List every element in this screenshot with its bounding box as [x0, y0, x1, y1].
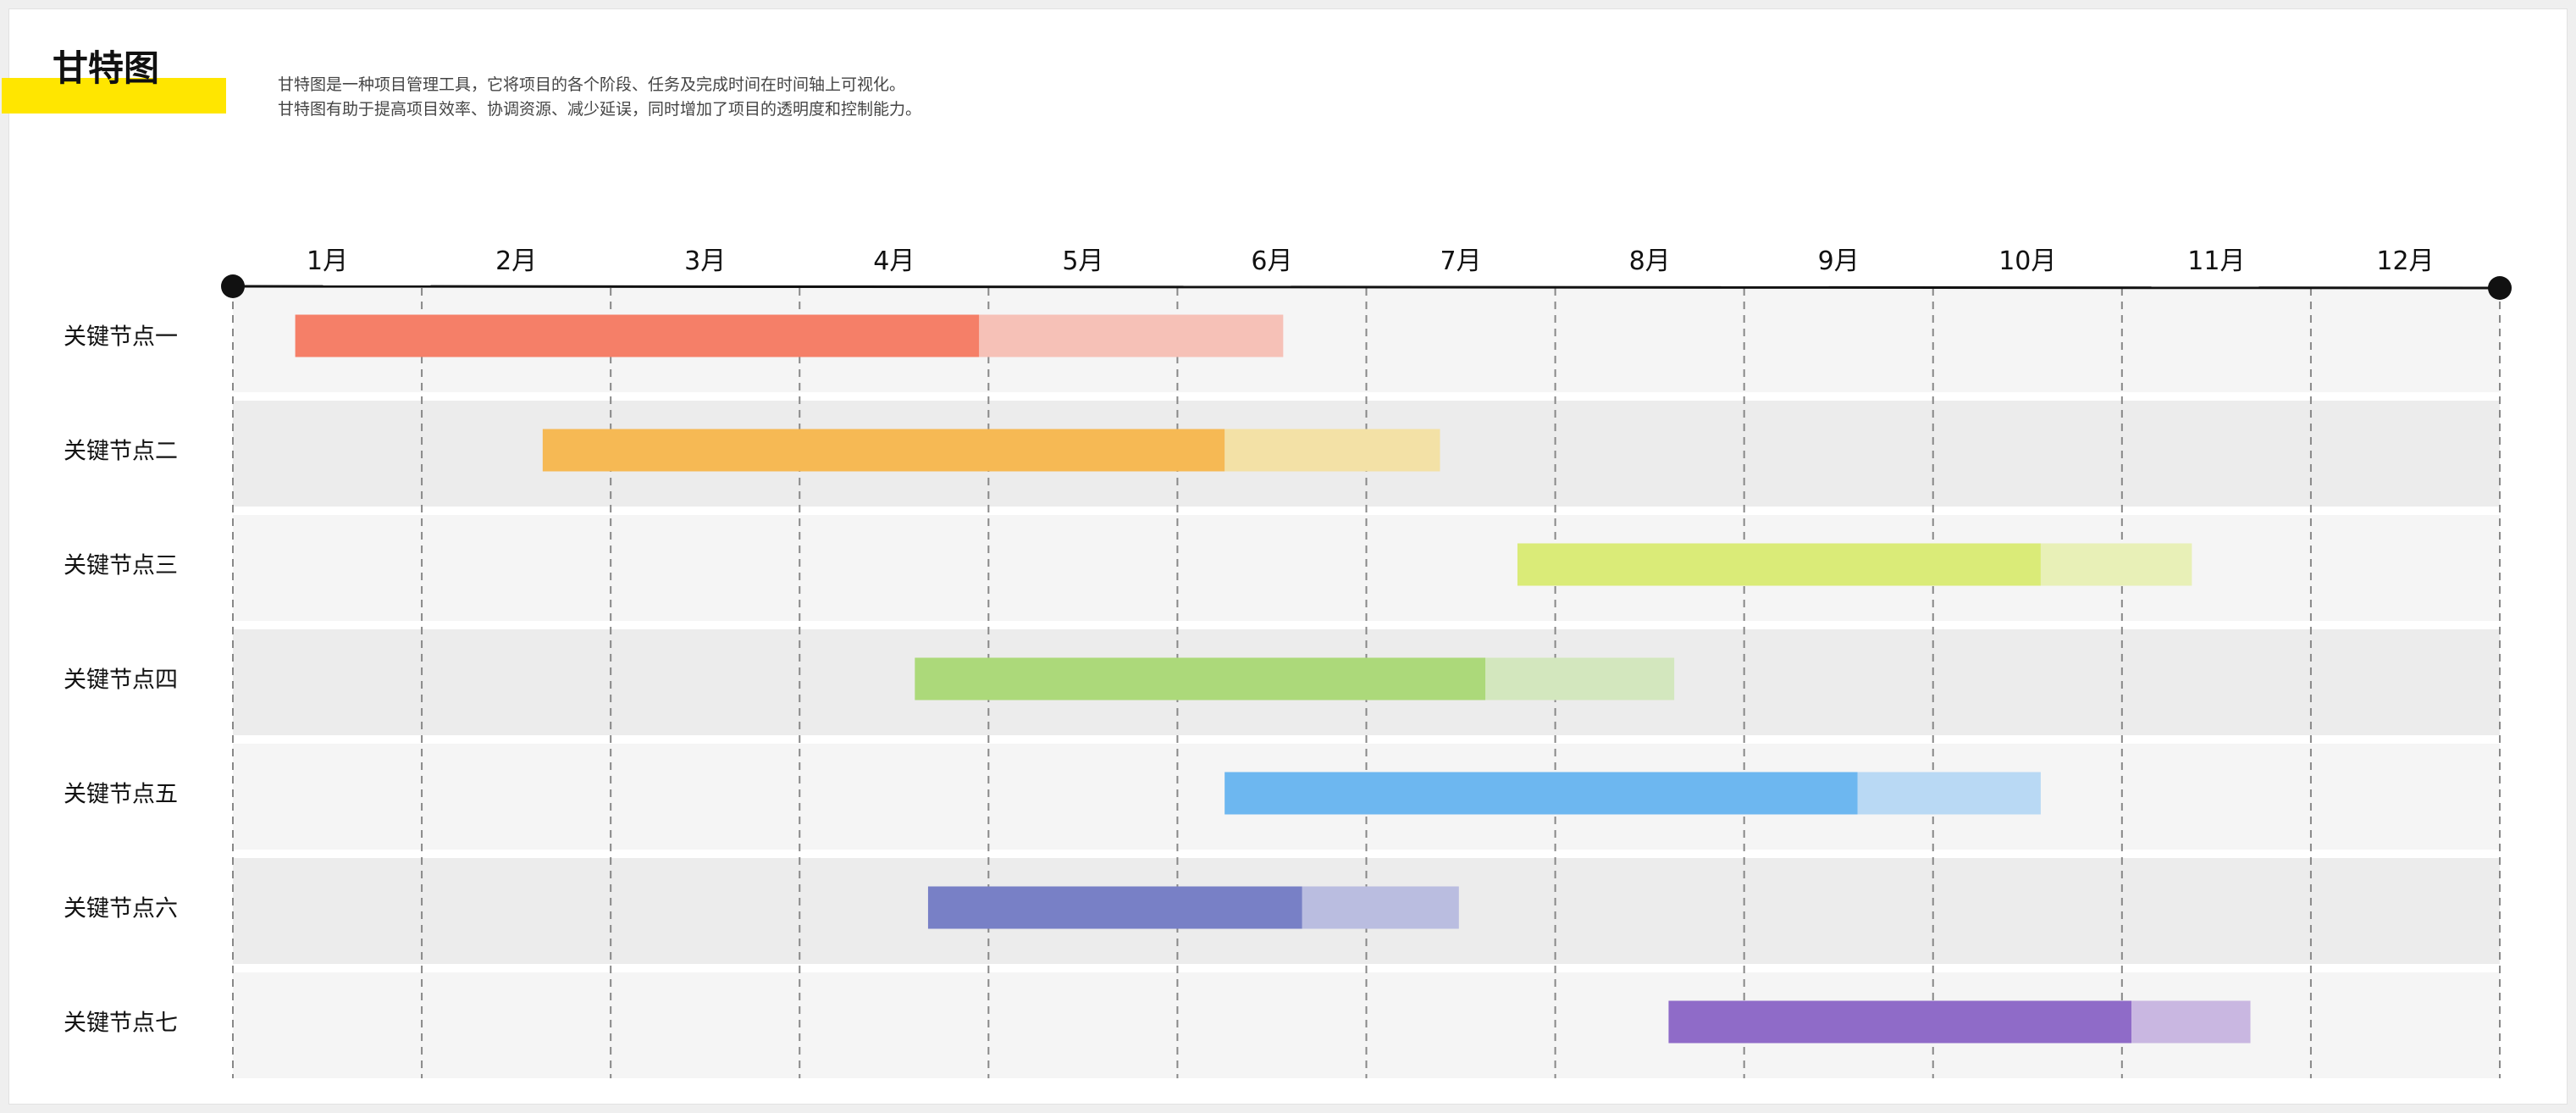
task-bar-remaining	[1485, 657, 1675, 700]
month-label: 11月	[2187, 246, 2245, 276]
task-label: 关键节点二	[64, 439, 178, 465]
month-label: 5月	[1062, 246, 1103, 276]
task-label: 关键节点三	[64, 553, 178, 579]
task-bar-remaining	[1224, 429, 1440, 472]
month-label: 10月	[1998, 246, 2056, 276]
description-line-1: 甘特图是一种项目管理工具，它将项目的各个阶段、任务及完成时间在时间轴上可视化。	[278, 75, 906, 94]
task-bar-progress	[915, 657, 1486, 700]
task-bar-remaining	[1857, 772, 2041, 815]
month-label: 9月	[1818, 246, 1860, 276]
task-bar-remaining	[2040, 543, 2192, 586]
month-label: 12月	[2376, 246, 2434, 276]
month-label: 2月	[495, 246, 537, 276]
axis-line	[232, 285, 2501, 290]
task-bar-remaining	[2131, 1000, 2251, 1044]
task-label: 关键节点五	[64, 782, 178, 808]
month-label: 1月	[307, 246, 348, 276]
task-label: 关键节点六	[64, 896, 178, 922]
title-accent-bar	[2, 78, 226, 114]
task-bar-progress	[1668, 1000, 2131, 1044]
axis-start-dot	[221, 274, 245, 298]
month-label: 8月	[1629, 246, 1671, 276]
task-label: 关键节点七	[64, 1011, 178, 1037]
task-label: 关键节点一	[64, 324, 178, 351]
task-bar-progress	[295, 314, 980, 357]
month-label: 3月	[684, 246, 726, 276]
task-label: 关键节点四	[64, 667, 178, 694]
task-bar-progress	[927, 886, 1302, 929]
description: 甘特图是一种项目管理工具，它将项目的各个阶段、任务及完成时间在时间轴上可视化。 …	[278, 73, 921, 122]
month-label: 7月	[1440, 246, 1481, 276]
axis-end-dot	[2488, 276, 2512, 300]
task-bar-progress	[1517, 543, 2041, 586]
task-bar-remaining	[979, 314, 1284, 357]
month-label: 4月	[873, 246, 915, 276]
task-bar-progress	[1224, 772, 1858, 815]
page-title: 甘特图	[53, 47, 160, 89]
task-bar-progress	[542, 429, 1225, 472]
month-label: 6月	[1251, 246, 1292, 276]
description-line-2: 甘特图有助于提高项目效率、协调资源、减少延误，同时增加了项目的透明度和控制能力。	[278, 100, 922, 119]
task-bar-remaining	[1302, 886, 1459, 929]
